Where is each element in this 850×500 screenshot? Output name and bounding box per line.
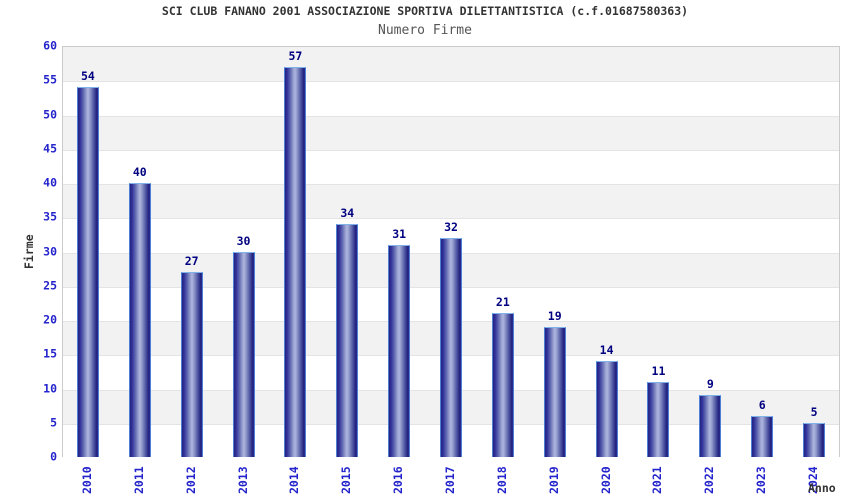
y-tick-label: 25	[43, 278, 57, 292]
y-tick-label: 15	[43, 346, 57, 361]
chart-title: SCI CLUB FANANO 2001 ASSOCIAZIONE SPORTI…	[161, 4, 689, 18]
grid-band	[63, 47, 839, 82]
y-tick-label: 40	[43, 175, 57, 190]
bar-value-label: 40	[132, 165, 147, 179]
bar-value-label: 32	[444, 219, 458, 234]
bar-2020	[595, 361, 618, 457]
bar-value-label: 54	[80, 69, 95, 84]
x-tick-label: 2010	[79, 466, 94, 494]
bar-2016	[388, 244, 411, 457]
y-tick-label: 30	[43, 243, 57, 258]
bar-2017	[440, 237, 462, 457]
y-tick-label: 0	[50, 449, 57, 464]
bar-2015	[336, 224, 359, 457]
bar-value-label: 11	[651, 363, 666, 378]
y-axis-title: Firme	[22, 234, 36, 269]
bar-value-label: 31	[392, 226, 407, 241]
bar-value-label: 5	[810, 404, 818, 419]
x-tick-label: 2022	[702, 466, 717, 494]
bar-value-label: 6	[758, 397, 766, 412]
y-tick-label: 50	[43, 106, 57, 121]
bar-2019	[543, 326, 566, 457]
x-tick-label: 2019	[546, 466, 561, 494]
x-axis-title: Anno	[808, 481, 836, 495]
x-tick-label: 2018	[494, 466, 509, 494]
bar-value-label: 21	[495, 295, 510, 310]
bar-value-label: 14	[599, 343, 614, 358]
bar-2011	[128, 183, 151, 457]
y-tick-label: 20	[43, 312, 57, 327]
grid-band	[63, 184, 839, 219]
bar-value-label: 9	[706, 377, 714, 392]
y-tick-label: 55	[43, 72, 57, 87]
chart-subtitle: Numero Firme	[378, 23, 472, 38]
grid-band	[63, 81, 839, 116]
bar-2012	[180, 272, 203, 457]
bar-2013	[232, 251, 255, 457]
x-tick-label: 2020	[598, 466, 613, 494]
x-tick-label: 2023	[754, 466, 769, 494]
y-tick-label: 35	[43, 209, 57, 224]
grid-band	[63, 149, 839, 184]
bar-2021	[647, 381, 670, 457]
grid-band	[63, 115, 839, 150]
bar-2010	[76, 87, 99, 457]
bar-value-label: 34	[340, 206, 355, 221]
bar-2014	[284, 66, 307, 457]
bar-2018	[491, 313, 514, 457]
x-tick-label: 2011	[131, 466, 146, 494]
bar-value-label: 30	[236, 233, 251, 248]
x-tick-label: 2015	[339, 466, 354, 494]
bar-2024	[803, 422, 826, 457]
y-tick-label: 45	[43, 141, 57, 155]
x-tick-label: 2017	[443, 466, 457, 494]
x-tick-label: 2016	[391, 466, 406, 494]
x-tick-label: 2014	[287, 466, 302, 494]
y-tick-label: 60	[43, 38, 57, 53]
y-tick-label: 10	[43, 380, 57, 395]
x-tick-label: 2021	[650, 466, 665, 494]
y-tick-label: 5	[50, 415, 57, 429]
x-tick-label: 2012	[183, 466, 198, 494]
bar-2022	[699, 395, 722, 457]
bar-value-label: 27	[184, 254, 199, 269]
bar-value-label: 19	[547, 308, 562, 323]
x-tick-label: 2013	[235, 466, 250, 494]
bar-2023	[751, 415, 774, 457]
bar-value-label: 57	[288, 48, 303, 63]
